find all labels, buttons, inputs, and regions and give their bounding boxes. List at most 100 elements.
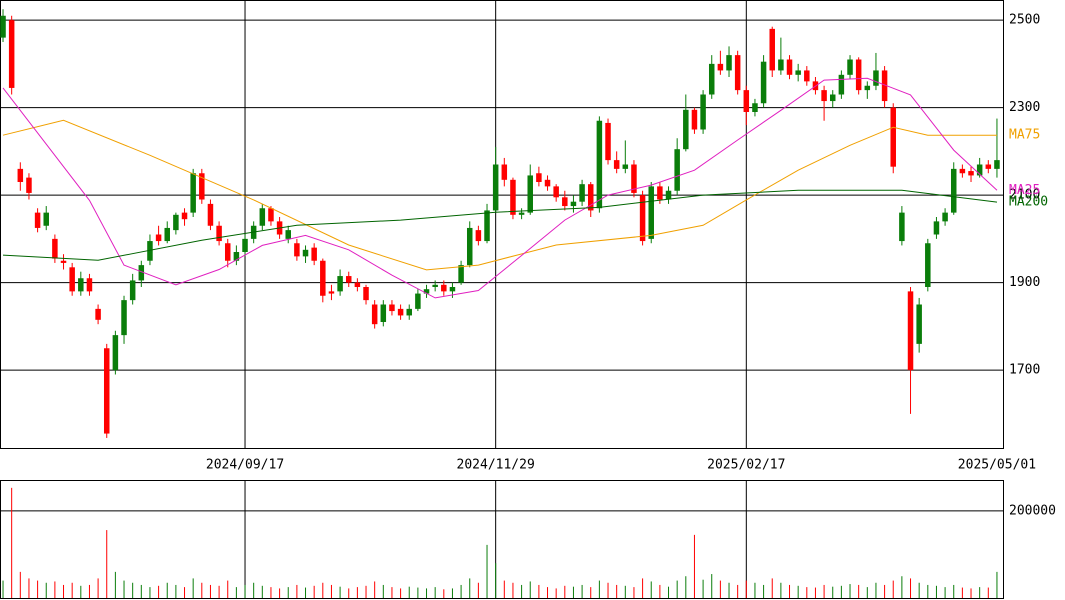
candle-body <box>466 227 473 266</box>
candle-body <box>821 90 827 102</box>
y-tick-label: 2100 <box>1009 188 1040 203</box>
x-tick-label: 2025/05/01 <box>958 458 1036 473</box>
candle-body <box>890 107 896 167</box>
y-tick-label: 1700 <box>1009 363 1040 378</box>
candle-body <box>726 55 732 71</box>
legend-label: MA200 <box>1009 195 1048 210</box>
candle-body <box>562 197 568 207</box>
candle-body <box>103 348 110 434</box>
candle-body <box>838 74 845 95</box>
candle-body <box>294 243 300 257</box>
candle-body <box>674 149 680 191</box>
y-tick-label: 2500 <box>1009 13 1040 28</box>
candle-body <box>622 164 629 169</box>
candle-body <box>397 308 404 316</box>
candle-body <box>259 208 266 226</box>
candle-body <box>216 225 222 242</box>
candle-body <box>510 179 516 215</box>
candle-body <box>492 164 499 211</box>
candle-body <box>207 203 214 226</box>
candle-body <box>8 20 15 88</box>
candle-body <box>302 249 309 257</box>
candle-body <box>164 227 170 242</box>
candle-body <box>475 230 482 242</box>
candle-body <box>380 304 387 322</box>
candle-body <box>717 63 724 71</box>
candle-body <box>795 70 801 75</box>
candle-body <box>683 109 689 150</box>
candle-body <box>769 28 775 71</box>
candle-body <box>406 308 412 316</box>
candle-body <box>311 247 317 261</box>
candle-body <box>605 122 611 161</box>
candle-body <box>484 210 490 242</box>
y-tick-label: 1900 <box>1009 275 1040 290</box>
candle-body <box>968 171 974 176</box>
candle-body <box>26 177 32 193</box>
candle-body <box>190 173 196 213</box>
candle-body <box>708 63 715 95</box>
candle-body <box>345 276 352 283</box>
legend-label: MA25 <box>1009 183 1040 198</box>
candle-body <box>129 280 136 301</box>
candle-body <box>691 109 698 130</box>
candle-body <box>873 70 879 86</box>
candle-body <box>881 70 888 102</box>
candle-body <box>371 304 378 325</box>
candle-body <box>112 335 119 371</box>
candle-body <box>985 164 992 169</box>
candle-body <box>907 291 914 371</box>
candle-body <box>518 212 525 215</box>
legend-label: MA75 <box>1009 128 1040 143</box>
candle-body <box>829 94 836 102</box>
moving-average-line <box>2 77 998 299</box>
candle-body <box>734 55 741 91</box>
candle-body <box>337 276 343 292</box>
candle-body <box>648 186 654 239</box>
candle-body <box>155 234 162 242</box>
candle-body <box>0 15 6 38</box>
candle-body <box>86 278 93 292</box>
candle-body <box>743 90 750 112</box>
candle-body <box>268 208 274 222</box>
price-pane <box>0 0 1004 449</box>
candle-body <box>60 260 67 263</box>
candle-body <box>95 308 101 320</box>
candle-body <box>579 184 585 202</box>
candle-body <box>553 186 559 198</box>
candle-body <box>570 201 577 207</box>
candle-body <box>778 59 784 71</box>
moving-average-line <box>2 119 997 271</box>
candle-body <box>544 179 551 187</box>
candle-body <box>700 94 706 130</box>
x-tick-label: 2024/11/29 <box>457 458 535 473</box>
candle-body <box>942 212 948 222</box>
candle-body <box>959 168 966 174</box>
candle-body <box>501 164 508 180</box>
candle-body <box>458 265 464 283</box>
candle-body <box>449 287 456 292</box>
candle-body <box>69 267 75 292</box>
candle-body <box>285 230 291 239</box>
candle-body <box>587 184 594 211</box>
moving-average-line <box>2 189 998 261</box>
candle-body <box>78 278 84 292</box>
candle-body <box>925 243 931 287</box>
candle-body <box>950 168 957 213</box>
candle-body <box>34 212 41 228</box>
candle-body <box>43 212 49 226</box>
candle-body <box>847 59 853 75</box>
candle-body <box>354 282 361 287</box>
candle-body <box>916 304 922 344</box>
candle-body <box>631 164 637 193</box>
y-tick-label: 2300 <box>1009 100 1040 115</box>
candle-body <box>933 221 940 235</box>
candle-body <box>328 291 335 294</box>
candle-body <box>389 304 395 312</box>
candle-body <box>760 61 767 104</box>
candle-body <box>173 214 179 231</box>
candle-body <box>665 190 672 200</box>
candle-body <box>441 284 447 292</box>
candle-body <box>976 164 983 176</box>
